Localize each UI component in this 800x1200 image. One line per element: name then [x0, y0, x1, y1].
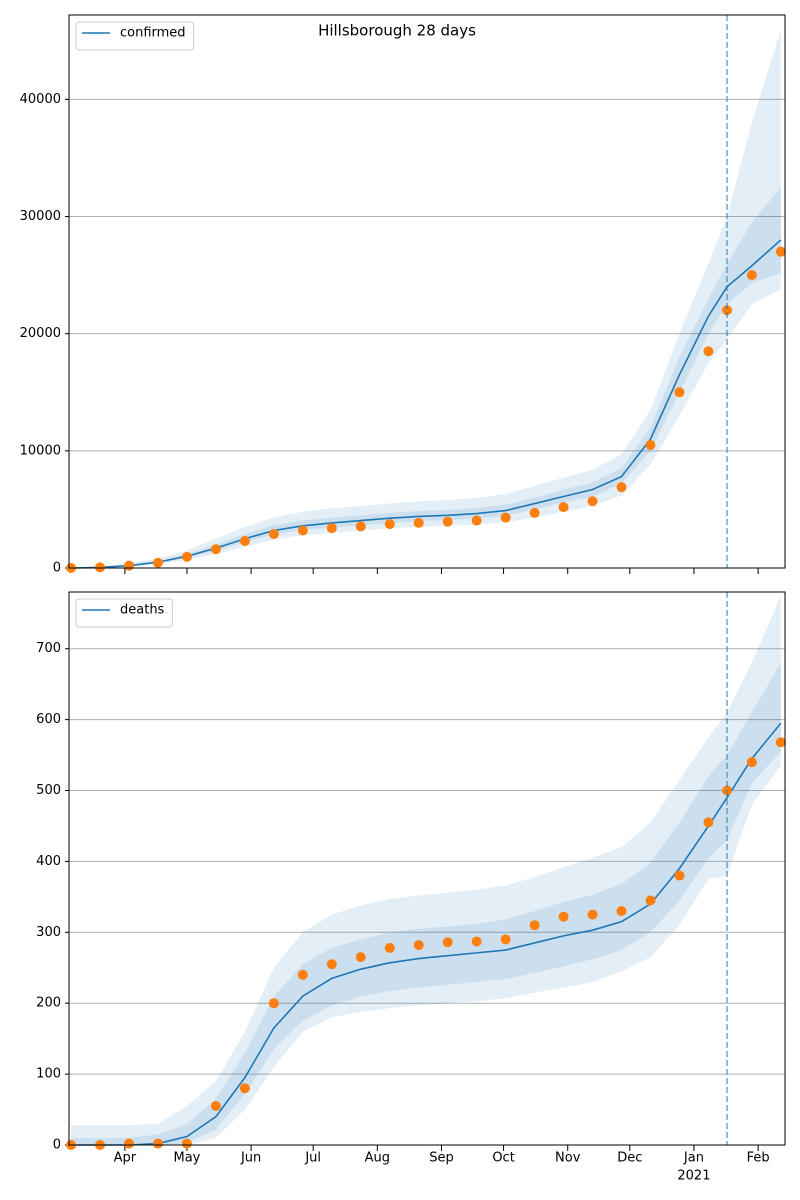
observed-point [587, 496, 598, 507]
legend-label: confirmed [120, 26, 186, 41]
observed-point [529, 507, 540, 518]
x-tick-label: Jun [240, 1151, 261, 1166]
plot-area [66, 595, 786, 1150]
observed-point [297, 525, 308, 536]
y-tick-label: 600 [36, 712, 61, 727]
y-tick-label: 400 [36, 854, 61, 869]
legend-label: deaths [120, 603, 165, 618]
y-tick-label: 10000 [20, 443, 61, 458]
observed-point [152, 1138, 163, 1149]
x-tick-label: May [174, 1151, 201, 1166]
x-tick-label: Sep [429, 1151, 454, 1166]
observed-point [558, 502, 569, 513]
uncertainty-band [71, 595, 781, 1145]
model-line [71, 239, 782, 569]
y-tick-label: 300 [36, 925, 61, 940]
observed-point [210, 544, 221, 555]
uncertainty-band [71, 187, 781, 569]
observed-point [95, 562, 106, 573]
subplot: 0 10000 20000 30000 40000 Hillsborough 28 day… [20, 14, 786, 576]
observed-point [703, 817, 714, 828]
observed-point [442, 937, 453, 948]
observed-point [384, 519, 395, 530]
y-tick-label: 20000 [20, 326, 61, 341]
uncertainty-band [71, 662, 781, 1145]
observed-point [268, 998, 279, 1009]
observed-point [181, 551, 192, 562]
chart-title: Hillsborough 28 days [318, 22, 476, 40]
observed-point [355, 952, 366, 963]
observed-point [674, 870, 685, 881]
observed-point [210, 1101, 221, 1112]
uncertainty-band [71, 29, 781, 568]
subplot: 0 100 200 300 400 500 600 700 Apr May Jun Jul Aug Sep… [36, 591, 786, 1184]
observed-point [746, 757, 757, 768]
observed-point [471, 515, 482, 526]
observed-point [268, 529, 279, 540]
y-tick-label: 100 [36, 1067, 61, 1082]
observed-point [152, 557, 163, 568]
observed-point [529, 920, 540, 931]
x-tick-label: Aug [365, 1151, 390, 1166]
observed-point [239, 536, 250, 547]
observed-point [558, 911, 569, 922]
observed-point [124, 1138, 135, 1149]
x-tick-label: Oct [492, 1151, 514, 1166]
observed-point [471, 936, 482, 947]
observed-point [645, 439, 656, 450]
plot-area [66, 29, 786, 573]
y-tick-label: 200 [36, 996, 61, 1011]
observed-point [181, 1138, 192, 1149]
observed-point [674, 387, 685, 398]
x-tick-label: Apr [114, 1151, 137, 1166]
y-tick-label: 30000 [20, 209, 61, 224]
y-tick-label: 40000 [20, 92, 61, 107]
x-tick-label: Dec [617, 1151, 642, 1166]
observed-point [413, 517, 424, 528]
x-tick-label: Jul [304, 1151, 321, 1166]
observed-point [326, 959, 337, 970]
y-tick-label: 700 [36, 641, 61, 656]
observed-point [645, 895, 656, 906]
observed-point [355, 521, 366, 532]
legend: deaths [75, 598, 173, 628]
y-tick-label: 0 [53, 561, 61, 576]
y-tick-label: 0 [53, 1138, 61, 1153]
observed-point [413, 940, 424, 951]
observed-point [500, 512, 511, 523]
legend-box [75, 598, 173, 628]
x-tick-label: Nov [555, 1151, 581, 1166]
observed-point [587, 909, 598, 920]
observed-point [775, 737, 786, 748]
x-tick-label: Jan [683, 1151, 704, 1166]
observed-point [297, 969, 308, 980]
observed-point [616, 906, 627, 917]
observed-point [326, 523, 337, 534]
x-year-label: 2021 [677, 1169, 710, 1184]
observed-point [442, 516, 453, 527]
observed-point [616, 482, 627, 493]
legend-box [75, 21, 195, 51]
observed-point [746, 270, 757, 281]
observed-point [124, 560, 135, 571]
observed-point [239, 1083, 250, 1094]
legend: confirmed [75, 21, 195, 51]
observed-point [703, 346, 714, 357]
y-tick-label: 500 [36, 783, 61, 798]
observed-point [500, 934, 511, 945]
observed-point [384, 942, 395, 953]
x-tick-label: Feb [747, 1151, 770, 1166]
observed-point [722, 305, 733, 316]
plot-frame [68, 591, 786, 1146]
observed-point [775, 246, 786, 257]
plot-frame [68, 14, 786, 569]
